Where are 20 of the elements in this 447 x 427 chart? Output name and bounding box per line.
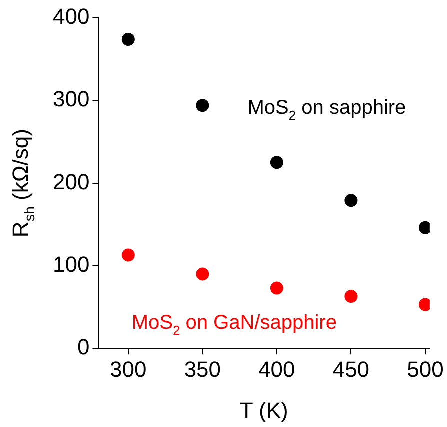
x-tick-label: 350 xyxy=(184,356,222,382)
x-tick-label: 450 xyxy=(332,356,370,382)
x-tick-label: 300 xyxy=(110,356,147,382)
y-tick-label: 100 xyxy=(52,252,90,278)
point xyxy=(196,99,210,112)
y-tick-label: 300 xyxy=(52,86,90,112)
point xyxy=(196,268,210,281)
y-axis-title: Rsh (kΩ/sq) xyxy=(8,129,39,238)
x-tick-label: 500 xyxy=(407,356,444,382)
y-tick-label: 400 xyxy=(52,4,90,30)
point xyxy=(270,282,284,295)
point xyxy=(344,194,358,208)
point xyxy=(344,290,358,304)
x-axis-title: T (K) xyxy=(240,398,288,423)
point xyxy=(270,156,284,170)
y-tick-label: 200 xyxy=(52,169,90,194)
y-tick-label: 0 xyxy=(77,334,90,360)
x-tick-label: 400 xyxy=(258,356,296,382)
point xyxy=(122,248,135,262)
point xyxy=(122,32,135,46)
